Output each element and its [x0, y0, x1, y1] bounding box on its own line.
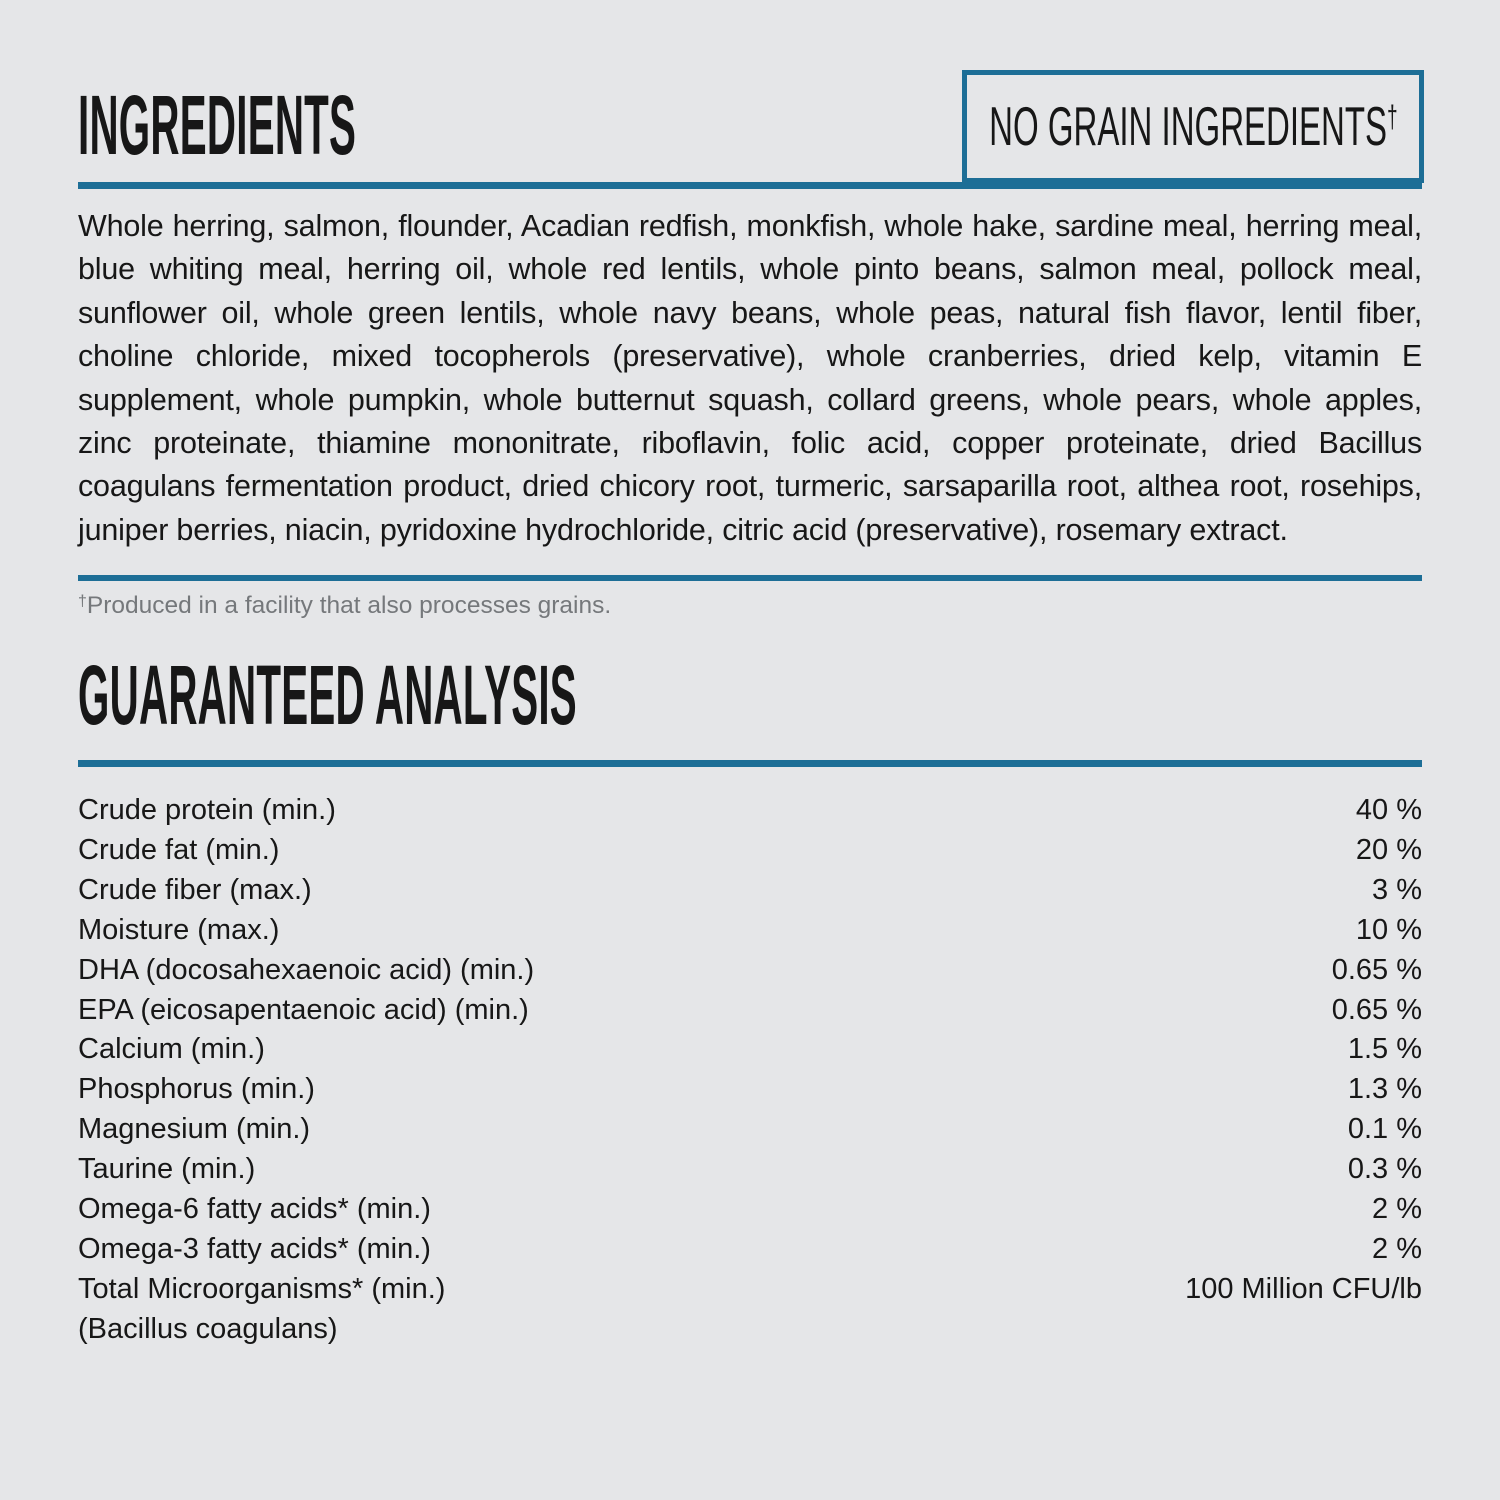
- analysis-row: Phosphorus (min.) 1.3 %: [78, 1070, 1422, 1110]
- analysis-row: Crude fiber (max.) 3 %: [78, 871, 1422, 911]
- analysis-row-value: 3 %: [1372, 873, 1422, 906]
- ingredients-text: Whole herring, salmon, flounder, Acadian…: [78, 209, 1422, 547]
- no-grain-badge-label: NO GRAIN INGREDIENTS†: [989, 99, 1398, 154]
- analysis-row-label: Magnesium (min.): [78, 1113, 311, 1146]
- analysis-row: DHA (docosahexaenoic acid) (min.) 0.65 %: [78, 951, 1422, 991]
- analysis-row-label: Taurine (min.): [78, 1153, 256, 1186]
- analysis-row-value: 1.3 %: [1347, 1073, 1422, 1106]
- analysis-row: Calcium (min.) 1.5 %: [78, 1030, 1422, 1070]
- analysis-row: Crude protein (min.) 40 %: [78, 791, 1422, 831]
- analysis-row-label: Crude protein (min.): [78, 794, 336, 826]
- analysis-row-value: 0.3 %: [1347, 1153, 1422, 1186]
- guaranteed-analysis-title-text: GUARANTEED ANALYSIS: [78, 648, 577, 742]
- analysis-row-label: Crude fiber (max.): [78, 873, 312, 906]
- analysis-row-value: 1.5 %: [1347, 1033, 1422, 1066]
- analysis-row-value: 20 %: [1355, 833, 1422, 866]
- analysis-row-label: DHA (docosahexaenoic acid) (min.): [78, 953, 535, 986]
- analysis-row-label: (Bacillus coagulans): [78, 1312, 338, 1345]
- no-grain-badge: NO GRAIN INGREDIENTS†: [962, 70, 1424, 183]
- footnote-text: Produced in a facility that also process…: [86, 592, 612, 619]
- dagger-superscript: †: [1386, 98, 1398, 135]
- analysis-row: EPA (eicosapentaenoic acid) (min.) 0.65 …: [78, 991, 1422, 1031]
- analysis-row-label: EPA (eicosapentaenoic acid) (min.): [78, 993, 529, 1026]
- analysis-row-value: 2 %: [1372, 1232, 1422, 1265]
- analysis-row-label: Calcium (min.): [78, 1033, 265, 1066]
- analysis-row: (Bacillus coagulans): [78, 1310, 1422, 1350]
- analysis-table: Crude protein (min.) 40 % Crude fat (min…: [78, 791, 1422, 1350]
- ingredients-title-text: INGREDIENTS: [78, 78, 357, 172]
- analysis-row-label: Omega-6 fatty acids* (min.): [78, 1193, 431, 1226]
- analysis-row: Moisture (max.) 10 %: [78, 911, 1422, 951]
- analysis-row-value: 0.1 %: [1347, 1113, 1422, 1146]
- analysis-row-value: 2 %: [1372, 1193, 1422, 1226]
- guaranteed-analysis-section-title: GUARANTEED ANALYSIS: [78, 653, 1117, 737]
- analysis-row-value: 0.65 %: [1331, 953, 1422, 986]
- no-grain-badge-text: NO GRAIN INGREDIENTS: [988, 95, 1387, 157]
- analysis-row: Taurine (min.) 0.3 %: [78, 1150, 1422, 1190]
- grain-facility-footnote: †Produced in a facility that also proces…: [78, 591, 611, 621]
- analysis-row: Total Microorganisms* (min.) 100 Million…: [78, 1270, 1422, 1310]
- analysis-row-label: Omega-3 fatty acids* (min.): [78, 1232, 431, 1265]
- analysis-row-label: Total Microorganisms* (min.): [78, 1272, 446, 1305]
- ingredients-title-divider: [78, 182, 1422, 189]
- analysis-row-label: Crude fat (min.): [78, 833, 280, 866]
- analysis-row-label: Moisture (max.): [78, 913, 280, 946]
- analysis-row: Crude fat (min.) 20 %: [78, 831, 1422, 871]
- analysis-row-value: 10 %: [1355, 913, 1422, 946]
- footnote-divider: [78, 575, 1422, 581]
- analysis-row: Omega-3 fatty acids* (min.) 2 %: [78, 1230, 1422, 1270]
- analysis-row-value: 0.65 %: [1331, 993, 1422, 1026]
- ingredients-section-title: INGREDIENTS: [78, 83, 658, 167]
- analysis-row: Omega-6 fatty acids* (min.) 2 %: [78, 1190, 1422, 1230]
- analysis-row-value: 40 %: [1355, 794, 1422, 826]
- analysis-row: Magnesium (min.) 0.1 %: [78, 1110, 1422, 1150]
- analysis-row-label: Phosphorus (min.): [78, 1073, 315, 1106]
- guaranteed-analysis-divider: [78, 760, 1422, 767]
- analysis-row-value: 100 Million CFU/lb: [1185, 1272, 1422, 1305]
- dagger-superscript: †: [78, 592, 87, 610]
